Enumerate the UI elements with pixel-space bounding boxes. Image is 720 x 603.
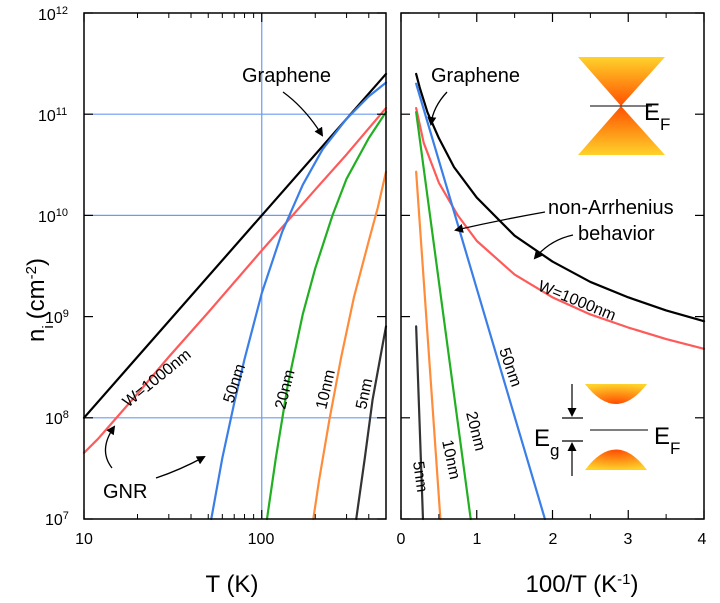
non-arrhenius-arrow-2 xyxy=(533,234,574,260)
non-arrhenius-label: non-Arrhenius xyxy=(548,197,674,219)
left-series-group xyxy=(82,72,388,521)
right-x-tick-label-0: 0 xyxy=(397,531,406,548)
left-20nm-label: 20nm xyxy=(272,368,298,411)
gnr-label: GNR xyxy=(103,481,147,503)
behavior-label: behavior xyxy=(578,223,655,245)
right-x-tick-label-2: 2 xyxy=(549,531,558,548)
left-graphene-arrow xyxy=(282,91,324,137)
left-5nm-label: 5nm xyxy=(353,377,376,411)
right-graphene-arrow xyxy=(427,91,448,126)
gnr-arrow-1 xyxy=(104,425,116,469)
right-x-tick-label-4: 4 xyxy=(698,531,707,548)
dirac-cone-upper xyxy=(578,57,665,106)
right-series-50nm xyxy=(415,82,547,521)
right-x-axis-title: 100/T (K-1) xyxy=(526,571,639,599)
left-series-20nm xyxy=(265,110,388,521)
left-plot-frame xyxy=(83,12,387,520)
right-5nm-label: 5nm xyxy=(409,460,430,493)
x-tick-label-100: 100 xyxy=(248,531,275,548)
x-tick-label-10: 10 xyxy=(75,531,93,548)
non-arrhenius-arrow-1 xyxy=(454,211,546,233)
dirac-cone-inset: EF xyxy=(578,57,670,155)
left-series-5nm xyxy=(355,325,388,521)
dirac-cone-lower xyxy=(578,106,665,155)
valence-band xyxy=(585,449,647,470)
left-guide-lines xyxy=(84,13,386,519)
y-tick-label-1e12: 1012 xyxy=(38,5,68,24)
y-tick-label-1e11: 1011 xyxy=(38,106,67,125)
eg-label: Eg xyxy=(534,425,559,460)
y-tick-label-1e7: 107 xyxy=(45,510,69,529)
right-graphene-label: Graphene xyxy=(431,65,520,87)
left-ticks xyxy=(83,12,387,520)
right-series-5nm xyxy=(415,325,425,521)
right-series-10nm xyxy=(415,170,442,521)
right-series-graphene xyxy=(415,72,706,323)
left-panel: 107 108 109 1010 1011 1012 10 100 T (K) … xyxy=(23,5,388,598)
y-tick-label-1e10: 1010 xyxy=(38,207,68,226)
right-series-w-1000nm xyxy=(415,106,706,350)
left-y-axis-title: ni(cm-2) xyxy=(23,258,57,342)
right-series-20nm xyxy=(415,110,472,521)
y-tick-label-1e9: 109 xyxy=(45,308,69,327)
conduction-band xyxy=(585,384,647,404)
left-x-axis-title: T (K) xyxy=(206,571,259,598)
left-w1000nm-label: W=1000nm xyxy=(120,346,195,411)
right-20nm-label: 20nm xyxy=(462,410,488,453)
right-x-tick-label-3: 3 xyxy=(624,531,633,548)
left-50nm-label: 50nm xyxy=(221,362,250,405)
right-panel: 0 1 2 3 4 100/T (K-1) Graphene non-Arrhe… xyxy=(397,12,707,599)
left-series-10nm xyxy=(312,170,388,521)
ef-label-top: EF xyxy=(644,99,670,134)
gnr-arrow-2 xyxy=(155,456,206,479)
right-ticks xyxy=(400,12,705,520)
right-series-group xyxy=(415,72,706,521)
right-w1000nm-label: W=1000nm xyxy=(536,278,619,325)
right-10nm-label: 10nm xyxy=(438,438,463,481)
left-series-50nm xyxy=(210,81,388,521)
band-gap-inset: EF Eg xyxy=(534,384,680,476)
left-y-tick-labels: 107 108 109 1010 1011 1012 xyxy=(38,5,69,529)
left-graphene-label: Graphene xyxy=(242,65,331,87)
y-tick-label-1e8: 108 xyxy=(45,409,69,428)
ef-label-bottom: EF xyxy=(654,423,680,458)
right-x-tick-label-1: 1 xyxy=(473,531,482,548)
